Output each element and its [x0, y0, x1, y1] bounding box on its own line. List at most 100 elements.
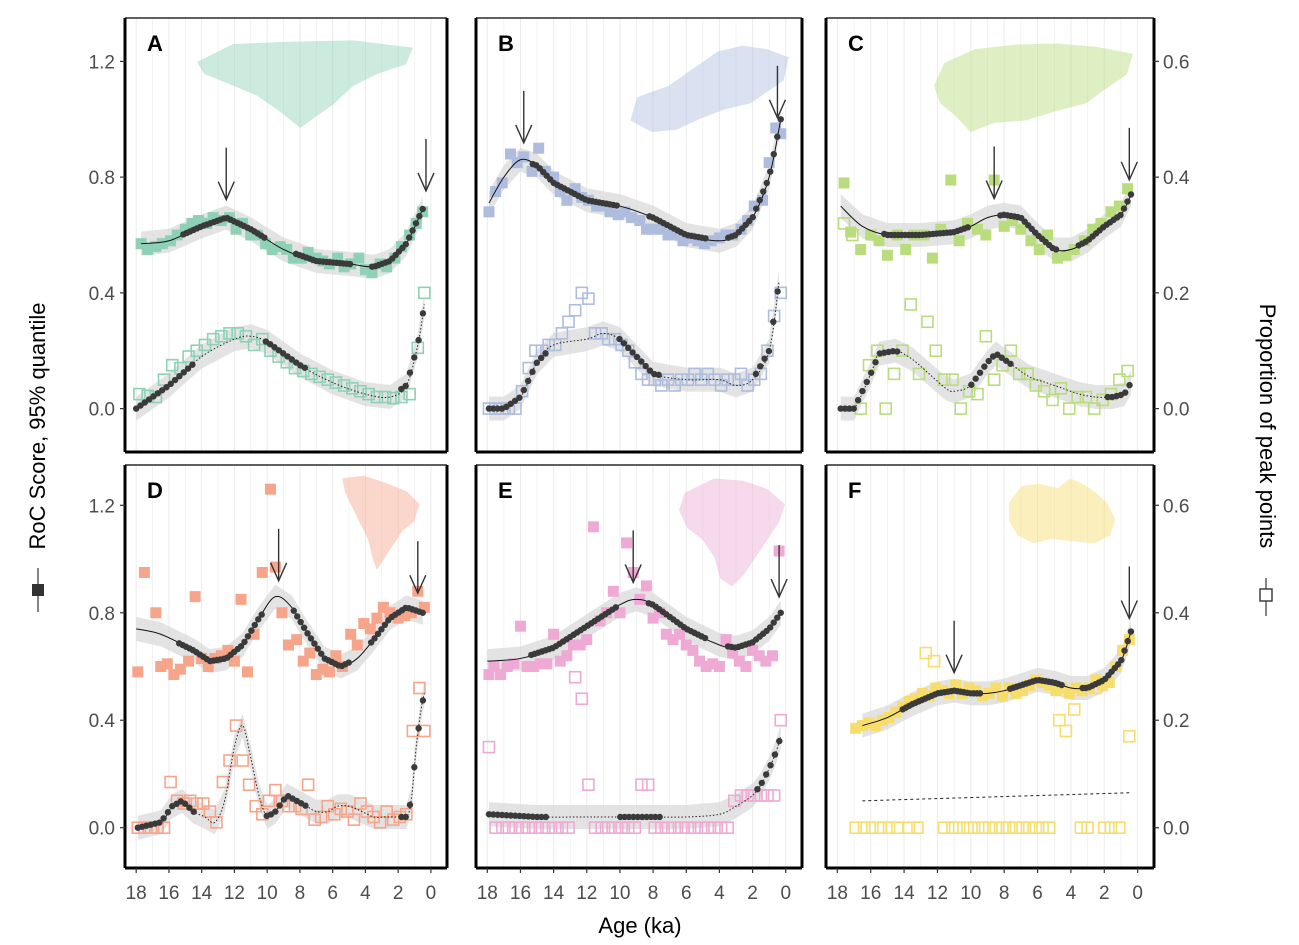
roc-square-point — [667, 634, 679, 646]
peak-square-point — [568, 303, 582, 317]
peak-square-point — [1104, 821, 1118, 835]
roc-square-point — [997, 690, 1009, 702]
down-arrow-icon — [1120, 566, 1138, 621]
roc-square-point — [694, 655, 706, 667]
roc-confidence-band — [487, 587, 781, 674]
roc-square-point — [607, 585, 619, 597]
x-tick-label: 14 — [894, 883, 916, 904]
roc-square-point — [1010, 687, 1022, 699]
roc-square-point — [514, 620, 526, 632]
peak-square-point — [937, 373, 951, 386]
roc-significant-dot — [770, 150, 777, 158]
roc-significant-dot — [766, 624, 774, 631]
roc-square-point — [670, 229, 682, 241]
roc-significant-dot — [964, 224, 972, 231]
peak-square-point — [502, 821, 516, 835]
x-tick-label: 4 — [360, 883, 371, 904]
peak-square-point — [921, 315, 934, 329]
peak-square-point — [341, 805, 354, 818]
peak-significant-dot — [301, 364, 308, 371]
peak-square-point — [708, 821, 721, 835]
roc-square-point — [548, 171, 560, 183]
peak-square-point — [648, 821, 662, 835]
roc-significant-dot — [371, 635, 378, 642]
peak-square-point — [849, 821, 862, 835]
peak-square-point — [362, 387, 375, 401]
peak-square-point — [133, 387, 146, 401]
peak-significant-dot — [542, 350, 549, 357]
roc-square-point — [910, 693, 922, 705]
roc-square-point — [727, 647, 739, 659]
roc-significant-dot — [770, 619, 777, 626]
y-left-tick-label: 0.4 — [89, 711, 116, 732]
peak-square-point — [413, 681, 426, 695]
roc-confidence-band — [862, 619, 1131, 738]
roc-square-point — [1025, 235, 1037, 247]
peak-square-point — [165, 358, 179, 372]
roc-square-point — [351, 639, 363, 651]
roc-square-point — [228, 655, 240, 667]
oceania-map-icon — [1009, 478, 1116, 544]
peak-significant-dot — [537, 354, 545, 362]
peak-square-point — [535, 821, 549, 835]
peak-square-point — [635, 778, 648, 792]
roc-square-point — [770, 122, 782, 134]
y-left-tick-label: 0.8 — [89, 168, 115, 189]
peak-significant-dot — [402, 813, 409, 821]
roc-square-point — [587, 521, 599, 533]
peak-square-point — [721, 821, 735, 835]
roc-square-point — [150, 241, 162, 253]
peak-significant-dot — [415, 725, 422, 732]
peak-square-point — [989, 821, 1003, 835]
roc-significant-dot — [749, 214, 756, 221]
roc-square-point — [554, 655, 566, 667]
peak-square-point — [754, 789, 768, 802]
roc-significant-dot — [777, 609, 784, 616]
peak-square-point — [575, 692, 589, 706]
peak-square-point — [582, 292, 595, 305]
roc-square-point — [495, 669, 507, 681]
roc-square-point — [976, 690, 988, 702]
roc-square-point — [215, 650, 227, 662]
roc-significant-dot — [300, 624, 308, 631]
roc-significant-dot — [241, 638, 248, 646]
y-right-tick-label: 0.4 — [1163, 604, 1190, 625]
down-arrow-icon — [417, 138, 435, 193]
peak-significant-dot — [419, 310, 427, 317]
x-tick-label: 18 — [126, 883, 147, 904]
peak-square-point — [1036, 821, 1049, 835]
peak-square-point — [688, 821, 701, 835]
roc-square-point — [561, 650, 573, 662]
roc-square-point — [1090, 674, 1102, 686]
peak-significant-dot — [1126, 381, 1133, 389]
roc-square-point — [950, 679, 962, 691]
x-tick-label: 2 — [747, 883, 758, 904]
plot-area — [131, 475, 431, 840]
roc-significant-dot — [760, 188, 767, 195]
roc-square-point — [612, 209, 624, 221]
south-america-map-icon — [342, 475, 420, 570]
roc-square-point — [189, 591, 201, 603]
plot-area — [482, 478, 788, 835]
peak-significant-dot — [647, 813, 655, 821]
peak-square-point — [386, 391, 400, 405]
peak-significant-dot — [533, 813, 541, 821]
roc-square-point — [501, 661, 513, 672]
roc-square-point — [561, 194, 573, 206]
x-tick-label: 6 — [681, 883, 692, 904]
roc-square-point — [323, 666, 335, 678]
roc-square-point — [192, 215, 204, 227]
peak-square-point — [982, 821, 996, 835]
roc-square-point — [518, 151, 530, 163]
roc-square-point — [971, 223, 983, 235]
peak-square-point — [157, 821, 171, 835]
peak-significant-dot — [302, 802, 309, 809]
peak-square-point — [1046, 393, 1059, 407]
x-tick-label: 16 — [860, 883, 881, 904]
roc-square-point — [855, 243, 867, 255]
peak-square-point — [857, 821, 871, 835]
roc-square-point — [850, 722, 862, 734]
roc-significant-dot — [294, 613, 301, 620]
peak-square-point — [164, 775, 177, 789]
roc-square-point — [569, 183, 581, 195]
